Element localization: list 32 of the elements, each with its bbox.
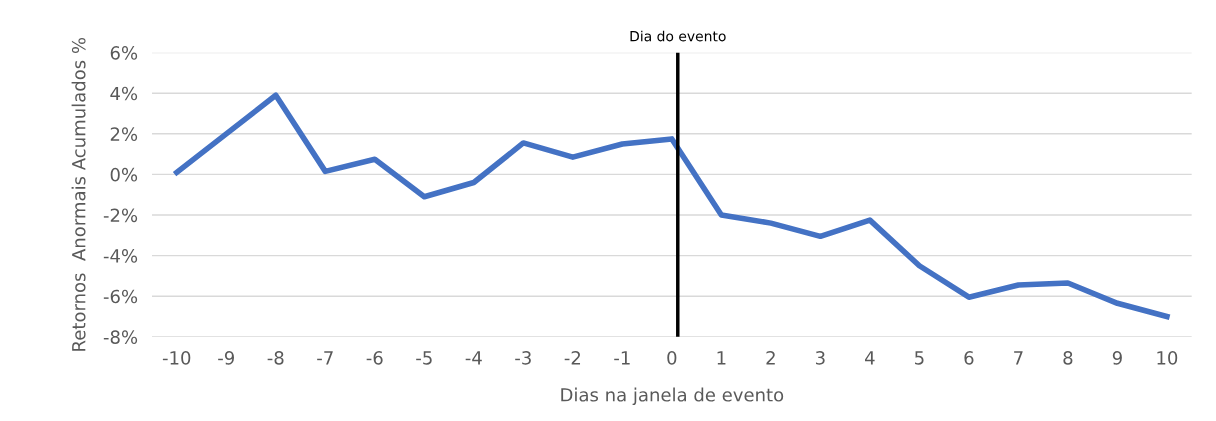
x-tick-label: 6 — [964, 351, 974, 365]
x-tick-label: 2 — [766, 351, 775, 365]
y-tick-label: 0% — [110, 167, 138, 182]
x-axis-title: Dias na janela de evento — [561, 387, 784, 406]
y-tick-label: 4% — [110, 86, 138, 101]
x-tick-label: 4 — [865, 351, 875, 365]
y-tick-label: -6% — [103, 289, 138, 304]
y-tick-label: -4% — [103, 249, 138, 263]
y-tick-label: 2% — [110, 127, 138, 141]
x-tick-label: 8 — [1063, 351, 1073, 365]
x-tick-label: 7 — [1014, 351, 1023, 365]
y-tick-label: -2% — [103, 208, 138, 223]
x-tick-label: -8 — [267, 351, 284, 365]
y-tick-label: 6% — [110, 46, 138, 60]
y-tick-label: -8% — [103, 330, 138, 344]
x-tick-label: 1 — [717, 351, 726, 365]
x-tick-label: 0 — [667, 351, 677, 365]
x-tick-label: -7 — [317, 351, 333, 365]
x-tick-label: 9 — [1112, 351, 1122, 365]
x-tick-label: 5 — [915, 351, 924, 365]
x-tick-label: -9 — [218, 351, 234, 365]
x-tick-label: -4 — [465, 351, 482, 365]
y-axis-title: Retornos Anormais Acumulados % — [71, 37, 86, 351]
x-tick-label: 10 — [1157, 351, 1178, 365]
x-tick-label: -10 — [162, 351, 191, 365]
ref-line-label: Dia do evento — [630, 30, 726, 42]
x-tick-label: -6 — [366, 351, 383, 365]
x-tick-label: -3 — [515, 351, 531, 365]
x-tick-label: -2 — [564, 351, 581, 365]
x-tick-label: 3 — [816, 351, 825, 365]
x-tick-label: -5 — [416, 351, 432, 365]
x-tick-label: -1 — [614, 351, 630, 365]
